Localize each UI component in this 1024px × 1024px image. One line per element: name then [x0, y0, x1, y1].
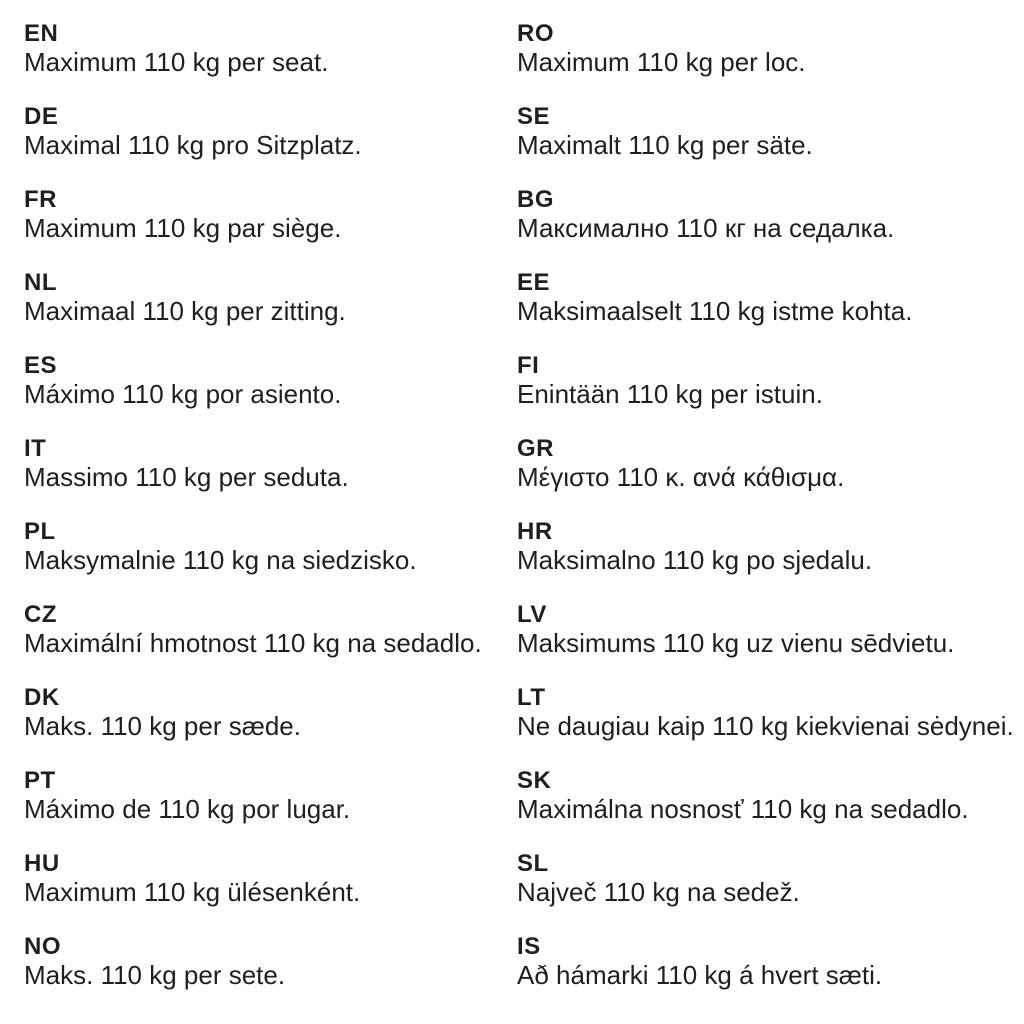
translation-text: Máximo de 110 kg por lugar.: [24, 794, 351, 824]
translation-text: Maximum 110 kg per loc.: [517, 47, 806, 77]
translation-text: Maksimaalselt 110 kg istme kohta.: [517, 296, 913, 326]
translation-entry: LV Maksimums 110 kg uz vienu sēdvietu.: [517, 601, 1014, 657]
translation-text: Μέγιστο 110 κ. ανά κάθισμα.: [517, 462, 845, 492]
right-column: RO Maximum 110 kg per loc. SE Maximalt 1…: [517, 20, 1014, 1024]
translation-text: Máximo 110 kg por asiento.: [24, 379, 342, 409]
translation-entry: PT Máximo de 110 kg por lugar.: [24, 767, 517, 823]
language-code: GR: [517, 435, 554, 462]
translation-text: Maksimalno 110 kg po sjedalu.: [517, 545, 873, 575]
translation-entry: IS Að hámarki 110 kg á hvert sæti.: [517, 933, 1014, 989]
translation-text: Maximum 110 kg ülésenként.: [24, 877, 361, 907]
translation-entry: HU Maximum 110 kg ülésenként.: [24, 850, 517, 906]
language-code: ES: [24, 352, 58, 379]
language-code: RO: [517, 20, 554, 47]
translation-entry: DK Maks. 110 kg per sæde.: [24, 684, 517, 740]
language-code: HU: [24, 850, 60, 877]
language-code: HR: [517, 518, 553, 545]
translation-text: Massimo 110 kg per seduta.: [24, 462, 349, 492]
translation-text: Maximum 110 kg par siège.: [24, 213, 342, 243]
language-code: SK: [517, 767, 552, 794]
translation-text: Največ 110 kg na sedež.: [517, 877, 800, 907]
language-code: LV: [517, 601, 547, 628]
language-code: NL: [24, 269, 57, 296]
translation-entry: NO Maks. 110 kg per sete.: [24, 933, 517, 989]
translation-text: Maksimums 110 kg uz vienu sēdvietu.: [517, 628, 955, 658]
language-code: SE: [517, 103, 551, 130]
translation-entry: EN Maximum 110 kg per seat.: [24, 20, 517, 76]
translation-text: Maximum 110 kg per seat.: [24, 47, 329, 77]
translation-text: Максимално 110 кг на седалка.: [517, 213, 895, 243]
translation-entry: PL Maksymalnie 110 kg na siedzisko.: [24, 518, 517, 574]
translation-entry: ES Máximo 110 kg por asiento.: [24, 352, 517, 408]
translation-entry: EE Maksimaalselt 110 kg istme kohta.: [517, 269, 1014, 325]
translation-entry: GR Μέγιστο 110 κ. ανά κάθισμα.: [517, 435, 1014, 491]
language-code: IS: [517, 933, 541, 960]
language-code: NO: [24, 933, 61, 960]
language-code: CZ: [24, 601, 57, 628]
translation-entry: FR Maximum 110 kg par siège.: [24, 186, 517, 242]
language-code: PL: [24, 518, 56, 545]
translation-entry: SL Največ 110 kg na sedež.: [517, 850, 1014, 906]
translation-text: Maks. 110 kg per sæde.: [24, 711, 301, 741]
translation-entry: FI Enintään 110 kg per istuin.: [517, 352, 1014, 408]
translation-text: Maximaal 110 kg per zitting.: [24, 296, 346, 326]
language-code: LT: [517, 684, 546, 711]
language-code: DE: [24, 103, 59, 130]
language-code: FR: [24, 186, 57, 213]
translation-entry: HR Maksimalno 110 kg po sjedalu.: [517, 518, 1014, 574]
translation-text: Ne daugiau kaip 110 kg kiekvienai sėdyne…: [517, 711, 1014, 741]
translation-entry: DE Maximal 110 kg pro Sitzplatz.: [24, 103, 517, 159]
translation-text: Maximalt 110 kg per säte.: [517, 130, 813, 160]
translation-text: Enintään 110 kg per istuin.: [517, 379, 823, 409]
language-code: DK: [24, 684, 60, 711]
language-code: SL: [517, 850, 549, 877]
language-code: EE: [517, 269, 551, 296]
language-code: EN: [24, 20, 59, 47]
language-code: PT: [24, 767, 56, 794]
translation-text: Að hámarki 110 kg á hvert sæti.: [517, 960, 883, 990]
translation-text: Maksymalnie 110 kg na siedzisko.: [24, 545, 417, 575]
translation-text: Maks. 110 kg per sete.: [24, 960, 286, 990]
translation-entry: RO Maximum 110 kg per loc.: [517, 20, 1014, 76]
translation-entry: NL Maximaal 110 kg per zitting.: [24, 269, 517, 325]
language-code: FI: [517, 352, 540, 379]
translation-entry: LT Ne daugiau kaip 110 kg kiekvienai sėd…: [517, 684, 1014, 740]
translation-entry: IT Massimo 110 kg per seduta.: [24, 435, 517, 491]
left-column: EN Maximum 110 kg per seat. DE Maximal 1…: [24, 20, 517, 1024]
language-code: BG: [517, 186, 554, 213]
translation-entry: SE Maximalt 110 kg per säte.: [517, 103, 1014, 159]
translation-text: Maximální hmotnost 110 kg na sedadlo.: [24, 628, 482, 658]
language-code: IT: [24, 435, 47, 462]
translation-text: Maximal 110 kg pro Sitzplatz.: [24, 130, 362, 160]
translation-entry: BG Максимално 110 кг на седалка.: [517, 186, 1014, 242]
translation-entry: SK Maximálna nosnosť 110 kg na sedadlo.: [517, 767, 1014, 823]
translation-text: Maximálna nosnosť 110 kg na sedadlo.: [517, 794, 969, 824]
translation-entry: CZ Maximální hmotnost 110 kg na sedadlo.: [24, 601, 517, 657]
